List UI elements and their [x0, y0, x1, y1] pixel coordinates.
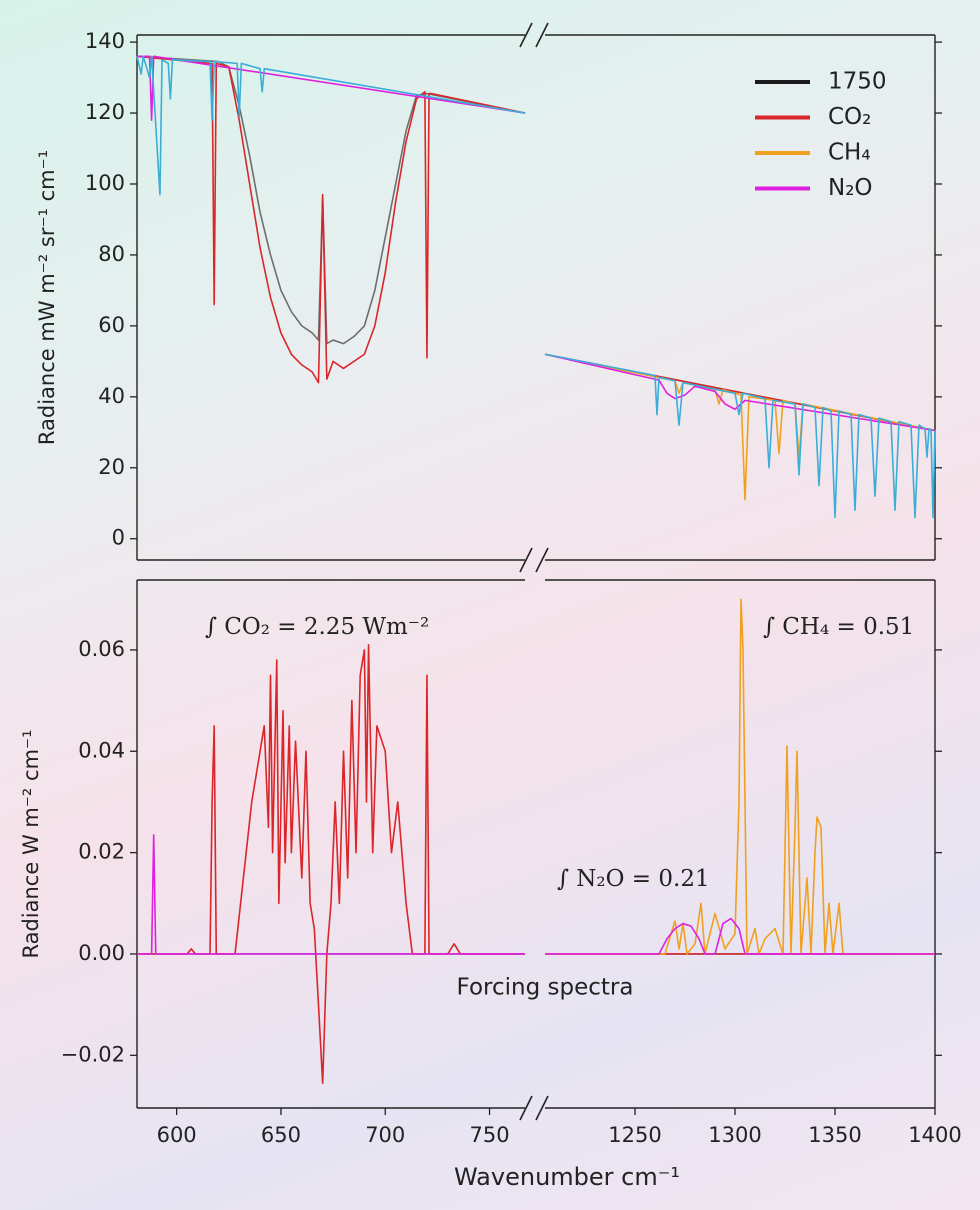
x-tick-label: 1350: [808, 1123, 861, 1147]
x-tick-label: 650: [261, 1123, 301, 1147]
y-tick-label: 80: [98, 242, 125, 266]
x-tick-label: 600: [157, 1123, 197, 1147]
y-tick-label: −0.02: [61, 1042, 125, 1066]
legend-label: CO₂: [828, 104, 871, 130]
series-line: [136, 55, 936, 432]
legend-label: 1750: [828, 69, 887, 95]
x-tick-label: 1300: [708, 1123, 761, 1147]
series-line: [136, 55, 936, 519]
x-axis-label: Wavenumber cm⁻¹: [454, 1163, 680, 1191]
x-tick-label: 700: [365, 1123, 405, 1147]
y-tick-label: 0.02: [78, 840, 125, 864]
x-tick-label: 1400: [908, 1123, 961, 1147]
annotation: ∫ CO₂ = 2.25 Wm⁻²: [205, 614, 429, 640]
annotation: ∫ CH₄ = 0.51: [763, 614, 914, 640]
axis-breaks: [519, 22, 549, 1121]
annotation: Forcing spectra: [457, 975, 634, 1001]
series-line: [137, 834, 935, 955]
series-line: [137, 55, 936, 432]
y-tick-label: 140: [85, 29, 125, 53]
y-tick-label: 120: [85, 100, 125, 124]
y-tick-label: 0.00: [78, 941, 125, 965]
y-tick-label: 0.04: [78, 738, 125, 762]
series-line: [545, 598, 935, 955]
y-tick-label: 20: [98, 455, 125, 479]
annotation: ∫ N₂O = 0.21: [557, 866, 710, 892]
y-tick-label: 0: [112, 526, 125, 550]
legend-label: N₂O: [828, 175, 873, 201]
x-tick-label: 750: [469, 1123, 509, 1147]
y-tick-label: 0.06: [78, 637, 125, 661]
y-axis-label: Radiance W m⁻² cm⁻¹: [19, 729, 43, 958]
y-tick-label: 60: [98, 313, 125, 337]
y-tick-label: 40: [98, 384, 125, 408]
legend-label: CH₄: [828, 140, 871, 166]
x-tick-label: 1250: [608, 1123, 661, 1147]
series-line: [136, 55, 936, 432]
y-axis-label: Radiance mW m⁻² sr⁻¹ cm⁻¹: [35, 150, 59, 445]
y-tick-label: 100: [85, 171, 125, 195]
